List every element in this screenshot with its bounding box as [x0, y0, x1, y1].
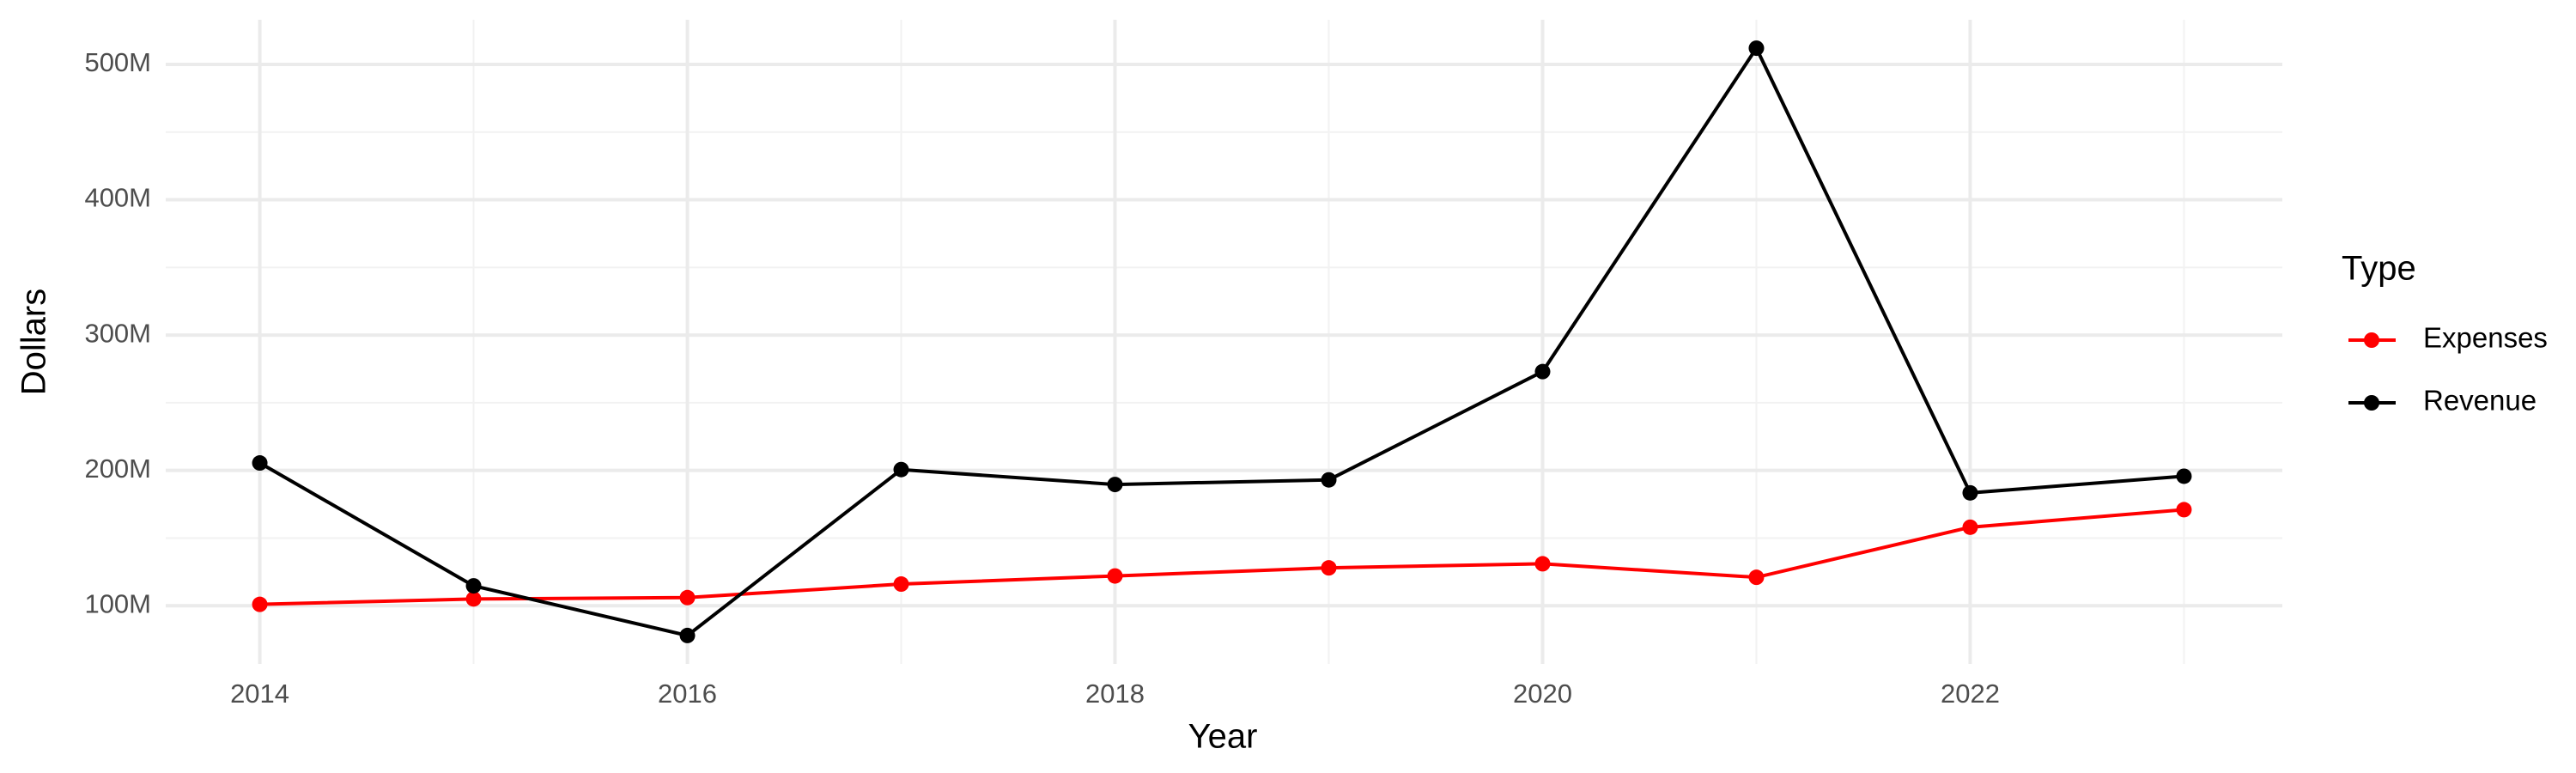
- data-point: [1321, 472, 1337, 488]
- legend-key-point: [2364, 332, 2379, 348]
- data-point: [1962, 519, 1978, 535]
- data-point: [679, 589, 696, 606]
- grid: [166, 20, 2282, 664]
- y-tick-label: 500M: [84, 47, 151, 77]
- data-point: [679, 627, 696, 643]
- data-point: [2176, 502, 2192, 518]
- data-point: [252, 455, 268, 472]
- data-point: [465, 578, 482, 594]
- legend-key-point: [2364, 395, 2379, 411]
- y-tick-label: 200M: [84, 453, 151, 484]
- x-tick-label: 2020: [1513, 679, 1572, 709]
- x-axis-title: Year: [1188, 718, 1258, 756]
- legend-label: Revenue: [2423, 385, 2537, 417]
- data-point: [1748, 40, 1765, 57]
- data-point: [465, 591, 482, 607]
- data-point: [252, 596, 268, 612]
- x-tick-label: 2022: [1941, 679, 2000, 709]
- legend-title: Type: [2342, 250, 2416, 288]
- data-point: [1321, 560, 1337, 576]
- y-tick-label: 300M: [84, 318, 151, 348]
- data-point: [1748, 569, 1765, 586]
- x-tick-label: 2018: [1085, 679, 1145, 709]
- x-tick-label: 2014: [230, 679, 289, 709]
- y-tick-label: 100M: [84, 588, 151, 618]
- data-point: [893, 461, 909, 478]
- y-axis-title: Dollars: [15, 289, 53, 395]
- series-line: [258, 45, 2184, 638]
- data-point: [1107, 477, 1123, 493]
- data-point: [1962, 484, 1978, 501]
- data-point: [1107, 568, 1123, 584]
- data-point: [1534, 363, 1551, 380]
- data-point: [1534, 556, 1551, 572]
- legend-label: Expenses: [2423, 322, 2548, 354]
- data-point: [2176, 468, 2192, 484]
- y-tick-label: 400M: [84, 183, 151, 213]
- series-line: [259, 508, 2184, 606]
- x-tick-label: 2016: [658, 679, 717, 709]
- data-point: [893, 576, 909, 593]
